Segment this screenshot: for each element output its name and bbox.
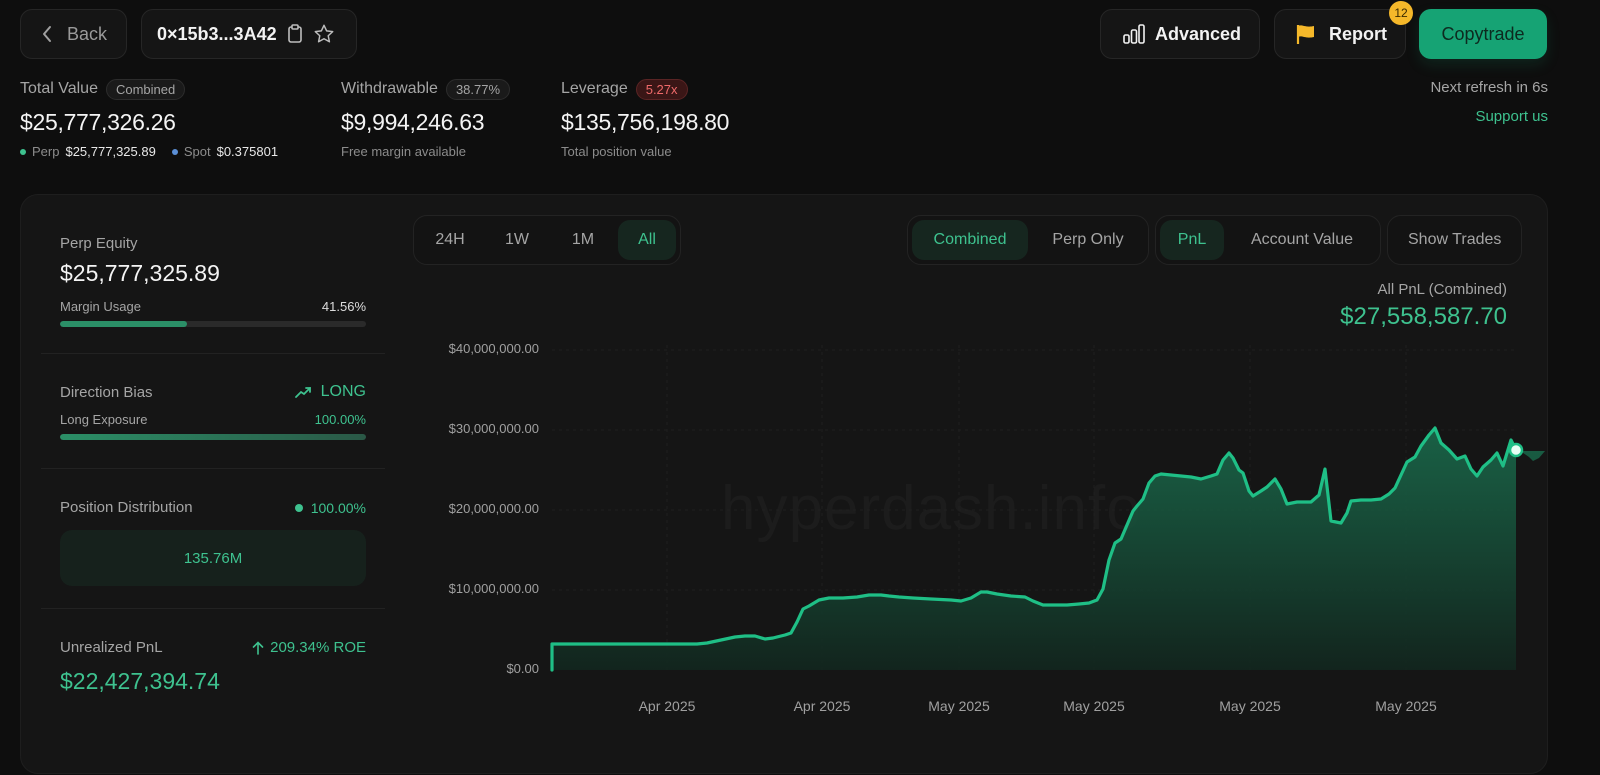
total-value-label: Total Value [20,80,98,97]
perp-value: $25,777,325.89 [65,144,156,159]
current-point-marker [1508,442,1524,458]
perp-equity-label: Perp Equity [60,235,138,252]
leverage-chip: 5.27x [635,78,688,100]
refresh-countdown: Next refresh in 6s [1430,79,1548,96]
support-link[interactable]: Support us [1475,108,1548,125]
timeframe-selector: 24H 1W 1M All [413,215,681,265]
report-label: Report [1329,23,1387,44]
metric-account-value[interactable]: Account Value [1251,231,1353,248]
unrealized-pnl-label: Unrealized PnL [60,639,163,656]
divider [41,353,385,354]
margin-usage-value: 41.56% [321,299,366,314]
flag-icon [1295,23,1317,45]
margin-usage-fill [60,321,188,327]
show-trades-button[interactable]: Show Trades [1387,215,1523,265]
position-value: $135,756,198.80 [561,109,730,135]
top-bar: Back 0×15b3...3A42 Advanced Report 12 Co… [0,0,1600,70]
withdrawable-label: Withdrawable [341,80,438,97]
star-icon[interactable] [313,23,335,45]
distribution-pct: 100.00% [310,499,366,516]
arrow-up-icon [252,640,264,655]
position-distribution-label: Position Distribution [60,499,193,516]
spot-label: Spot [183,144,211,159]
long-exposure-value: 100.00% [314,412,366,427]
chart-pnl-value: $27,558,587.70 [1340,303,1507,330]
report-button[interactable]: Report [1274,9,1406,59]
direction-bias-value: LONG [320,383,366,400]
y-tick-30m: $30,000,000.00 [448,421,539,436]
roe-value: 209.34% ROE [270,639,366,656]
withdrawable-stat: Withdrawable 38.77% $9,994,246.63 Free ma… [341,77,511,159]
advanced-button[interactable]: Advanced [1100,9,1260,59]
y-tick-0: $0.00 [506,661,539,676]
margin-usage-label: Margin Usage [60,299,141,314]
pnl-line [550,426,1518,672]
unrealized-pnl-section: Unrealized PnL 209.34% ROE $22,427,394.7… [60,639,366,695]
wallet-address: 0×15b3...3A42 [157,23,277,44]
spot-dot-icon [171,148,178,155]
long-exposure-bar [60,434,366,440]
x-tick: May 2025 [1219,698,1281,714]
position-distribution-section: Position Distribution 100.00% 135.76M [60,499,366,586]
leverage-stat: Leverage 5.27x $135,756,198.80 Total posi… [561,77,729,159]
clipboard-icon[interactable] [287,24,303,44]
perp-label: Perp [32,144,60,159]
chart-pnl-label: All PnL (Combined) [1377,281,1508,298]
y-tick-10m: $10,000,000.00 [448,581,539,596]
long-exposure-label: Long Exposure [60,412,148,427]
y-tick-40m: $40,000,000.00 [448,341,539,356]
timeframe-1m[interactable]: 1M [571,231,595,248]
scope-selector: Combined Perp Only [907,215,1149,265]
scope-combined[interactable]: Combined [912,220,1028,260]
pnl-card: Perp Equity $25,777,325.89 Margin Usage 4… [20,194,1548,774]
copytrade-button[interactable]: Copytrade [1419,9,1547,59]
divider [41,608,385,609]
spot-value: $0.375801 [216,144,279,159]
address-pill: 0×15b3...3A42 [141,9,357,59]
metric-pnl[interactable]: PnL [1160,220,1224,260]
advanced-label: Advanced [1155,23,1242,44]
x-tick: May 2025 [928,698,990,714]
scope-perp-only[interactable]: Perp Only [1052,231,1124,248]
watermark: hyperdash.info [721,474,1142,543]
total-value-stat: Total Value Combined $25,777,326.26 Perp … [20,77,288,159]
perp-dot-icon [20,148,26,155]
x-tick: May 2025 [1375,698,1437,714]
y-tick-20m: $20,000,000.00 [448,501,539,516]
withdrawable-pct-chip: 38.77% [445,78,511,100]
leverage-label: Leverage [561,80,628,97]
x-tick: Apr 2025 [638,698,696,714]
trending-up-icon [294,386,313,398]
timeframe-24h[interactable]: 24H [435,231,465,248]
report-count-badge: 12 [1389,1,1413,25]
x-tick: May 2025 [1063,698,1125,714]
x-tick: Apr 2025 [793,698,851,714]
direction-bias-section: Direction Bias LONG Long Exposure 100.00% [60,383,366,440]
perp-equity-section: Perp Equity $25,777,325.89 Margin Usage 4… [60,235,366,327]
back-label: Back [67,23,108,44]
perp-equity-value: $25,777,325.89 [60,260,220,286]
withdrawable-value: $9,994,246.63 [341,109,485,135]
position-value-sub: Total position value [561,144,672,159]
margin-usage-bar [60,321,366,327]
bar-chart-icon [1123,24,1145,44]
direction-bias-label: Direction Bias [60,383,153,401]
combined-chip: Combined [105,78,186,100]
back-button[interactable]: Back [20,9,127,59]
unrealized-pnl-value: $22,427,394.74 [60,668,220,694]
timeframe-1w[interactable]: 1W [505,231,529,248]
long-dot-icon [294,503,303,512]
long-exposure-fill [60,434,366,440]
chevron-left-icon [41,25,53,43]
timeframe-all[interactable]: All [618,220,676,260]
metric-selector: PnL Account Value [1155,215,1381,265]
total-value: $25,777,326.26 [20,109,176,135]
show-trades-label: Show Trades [1408,231,1502,248]
divider [41,468,385,469]
withdrawable-sub: Free margin available [341,144,467,159]
account-summary-panel: Perp Equity $25,777,325.89 Margin Usage 4… [21,195,405,775]
position-distribution-bar[interactable]: 135.76M [60,530,366,586]
